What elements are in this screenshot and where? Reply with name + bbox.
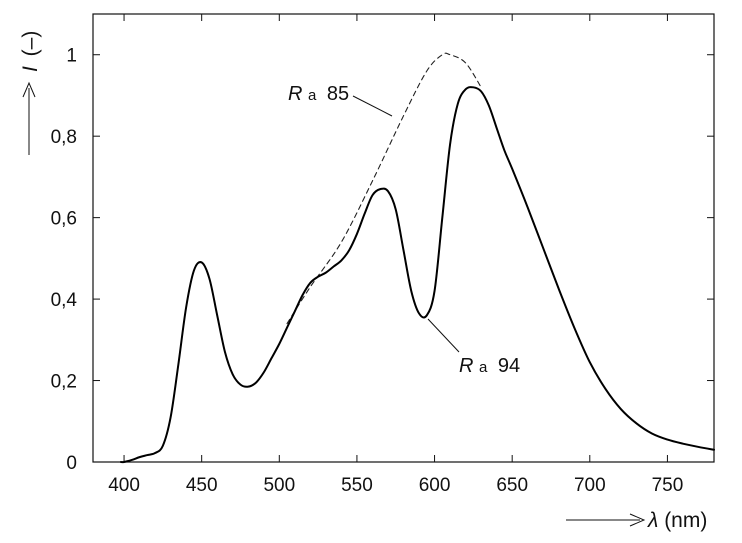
series-line-ra85: [286, 52, 482, 325]
x-tick-label: 750: [652, 475, 684, 496]
y-tick-label: 0,8: [51, 127, 77, 148]
y-axis-unit: (–): [19, 31, 42, 57]
annotation-ra94: R a 94: [427, 318, 520, 377]
annotation-ra85-leader: [352, 95, 393, 117]
y-tick-label: 0: [66, 453, 77, 474]
annotation-ra94-subscript: a: [479, 359, 488, 376]
x-tick-label: 600: [419, 475, 451, 496]
series-line-ra94: [119, 86, 715, 464]
annotation-ra85-symbol: R: [288, 83, 302, 105]
y-tick-label: 1: [66, 46, 77, 67]
axis-ticks: 400 450 500 550 600 650 700 750 0 0,2 0,4 0,6 0,8 1: [51, 14, 714, 496]
annotation-ra94-symbol: R: [459, 355, 473, 377]
y-tick-label: 0,6: [51, 209, 77, 230]
svg-text:R a 85: R a 85: [288, 83, 349, 105]
x-tick-label: 700: [574, 475, 606, 496]
annotation-ra85: R a 85: [288, 83, 393, 117]
annotation-ra85-value: 85: [327, 83, 349, 105]
svg-text:λ (nm): λ (nm): [647, 509, 707, 532]
annotation-ra94-leader: [427, 318, 460, 353]
svg-text:R a 94: R a 94: [459, 355, 520, 377]
y-axis-symbol: I: [19, 66, 42, 72]
annotation-ra94-value: 94: [498, 355, 520, 377]
annotation-ra85-subscript: a: [308, 87, 317, 104]
x-axis-symbol: λ: [647, 509, 658, 532]
x-tick-label: 500: [263, 475, 295, 496]
x-axis-unit: (nm): [664, 509, 707, 532]
y-axis-label: I (–): [19, 31, 42, 155]
series-layer: [119, 52, 715, 464]
plot-frame: [92, 13, 715, 463]
x-tick-label: 400: [108, 475, 140, 496]
y-tick-label: 0,4: [51, 290, 78, 311]
x-tick-label: 550: [341, 475, 373, 496]
x-tick-label: 450: [186, 475, 218, 496]
x-tick-label: 650: [496, 475, 528, 496]
y-tick-label: 0,2: [51, 372, 77, 393]
svg-text:I (–): I (–): [19, 31, 42, 72]
x-axis-label: λ (nm): [566, 509, 707, 532]
